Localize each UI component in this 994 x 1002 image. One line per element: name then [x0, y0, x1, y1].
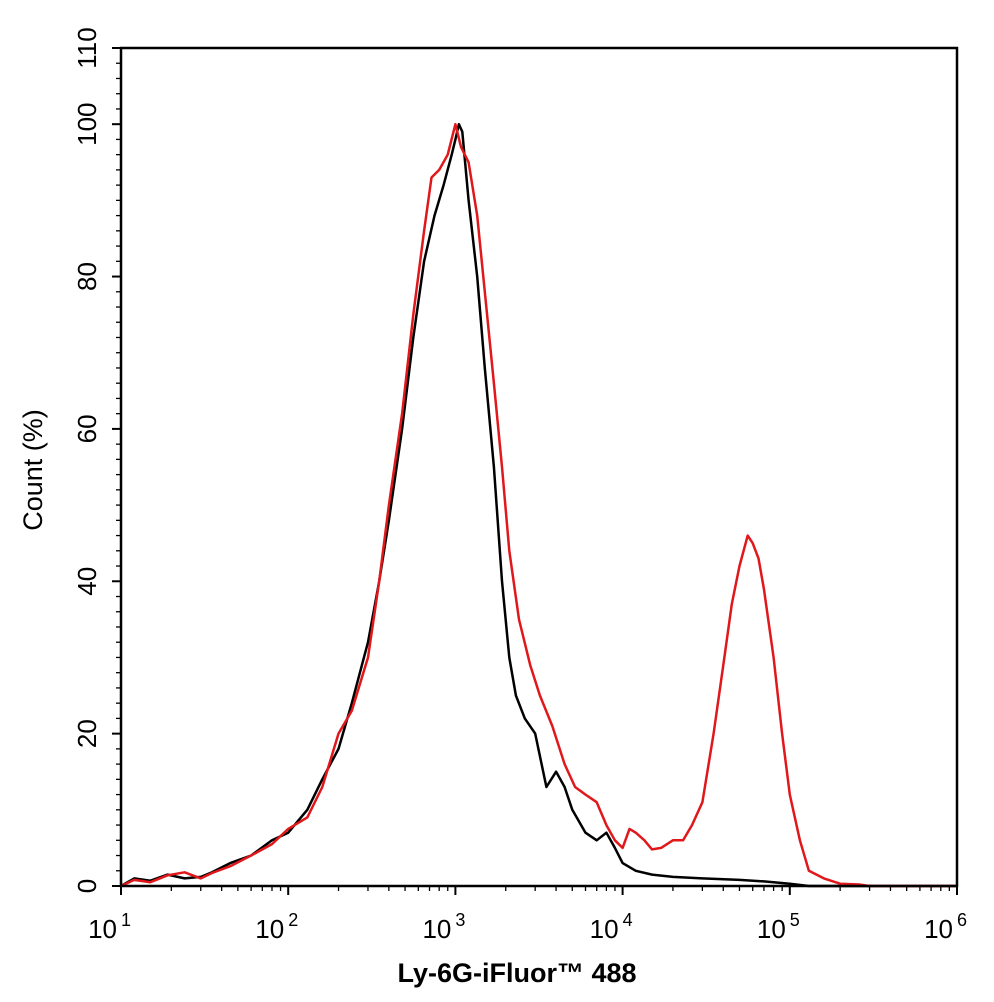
x-tick-label: 10 2 [255, 910, 298, 944]
x-tick-label-exponent: 5 [790, 910, 800, 930]
y-tick-label: 60 [72, 414, 102, 443]
plot-area [120, 122, 957, 888]
y-axis-title: Count (%) [18, 409, 48, 531]
x-tick-label-base: 10 [590, 914, 619, 944]
x-tick-label-exponent: 4 [623, 910, 633, 930]
x-tick-label: 10 6 [924, 910, 967, 944]
y-tick-label: 100 [72, 102, 102, 145]
series-line-black [120, 122, 957, 888]
y-tick-label: 110 [72, 27, 102, 68]
x-tick-label: 10 1 [88, 910, 131, 944]
x-tick-label-base: 10 [757, 914, 786, 944]
x-axis-title: Ly-6G-iFluor™ 488 [397, 958, 636, 988]
x-tick-label: 10 4 [590, 910, 633, 944]
x-tick-label-base: 10 [255, 914, 284, 944]
y-axis: 0 20 40 60 80 100 110 [72, 27, 121, 893]
x-tick-label-exponent: 1 [121, 910, 131, 930]
x-tick-label-exponent: 2 [288, 910, 298, 930]
x-tick-label-exponent: 3 [455, 910, 465, 930]
x-tick-label: 10 5 [757, 910, 800, 944]
x-axis: 10 1 10 2 10 3 10 4 10 5 10 6 [88, 886, 967, 944]
series-line-red [120, 122, 957, 888]
y-tick-label: 20 [72, 719, 102, 748]
y-tick-label: 0 [72, 879, 102, 893]
x-tick-label-base: 10 [924, 914, 953, 944]
x-tick-label-base: 10 [422, 914, 451, 944]
y-tick-label: 40 [72, 567, 102, 596]
x-tick-label: 10 3 [422, 910, 465, 944]
y-tick-label: 80 [72, 262, 102, 291]
x-tick-label-exponent: 6 [957, 910, 967, 930]
x-tick-label-base: 10 [88, 914, 117, 944]
plot-frame [119, 46, 959, 888]
